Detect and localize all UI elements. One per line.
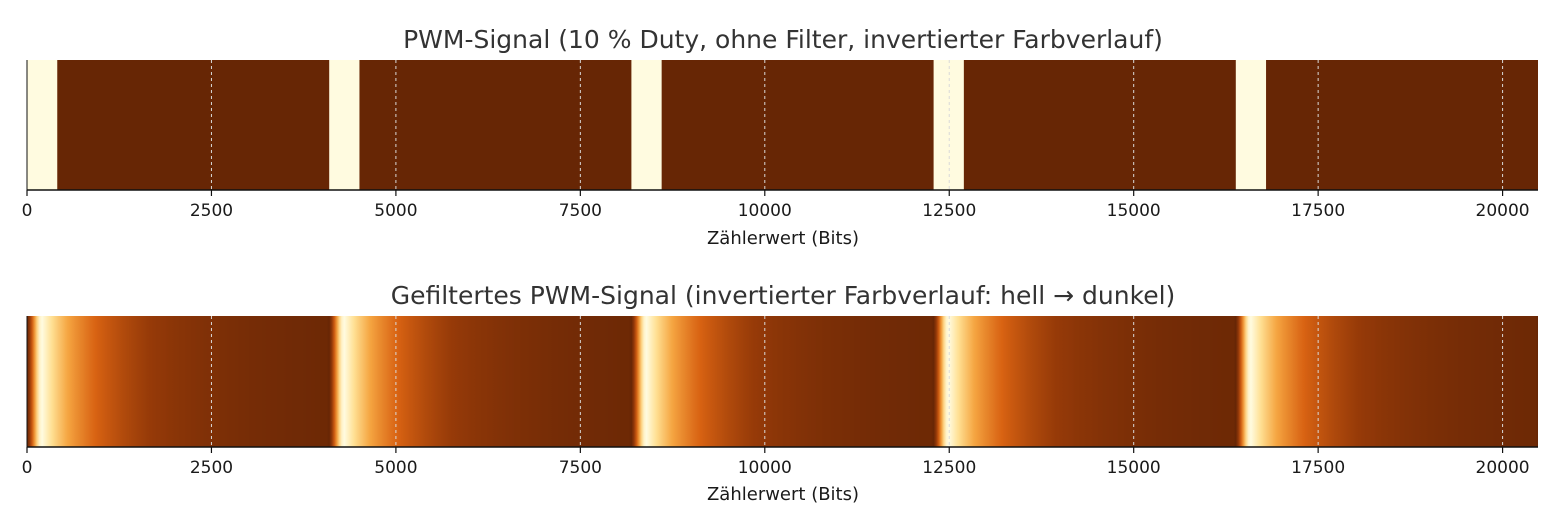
pwm-raw-grid [210,60,1504,190]
chart-title: Gefiltertes PWM-Signal (invertierter Far… [391,281,1176,310]
pulse-high-segment [933,60,964,190]
x-tick-label: 15000 [1107,201,1161,221]
x-tick-label: 15000 [1107,458,1161,478]
x-tick-label: 17500 [1291,201,1345,221]
x-axis-label: Zählerwert (Bits) [707,484,859,505]
filtered-signal-band [27,316,1538,447]
x-tick-label: 2500 [190,458,233,478]
x-tick-label: 7500 [559,201,602,221]
x-tick-label: 0 [22,458,33,478]
x-tick-label: 0 [22,201,33,221]
pwm-filtered-grid [210,316,1504,447]
x-tick-label: 20000 [1476,201,1530,221]
x-tick-label: 12500 [922,458,976,478]
pwm-filtered-panel: Gefiltertes PWM-Signal (invertierter Far… [22,281,1538,505]
pulse-high-segment [27,60,58,190]
x-tick-label: 5000 [374,458,417,478]
pwm-filtered-x-ticks: 0 2500 5000 7500 10000 12500 15000 17500 20000 [22,447,1530,478]
x-tick-label: 20000 [1476,458,1530,478]
x-tick-label: 7500 [559,458,602,478]
pwm-raw-panel: PWM-Signal (10 % Duty, ohne Filter, inve… [22,25,1538,249]
signal-low-region [27,60,1538,190]
x-axis-label: Zählerwert (Bits) [707,228,859,249]
x-tick-label: 2500 [190,201,233,221]
x-tick-label: 10000 [738,458,792,478]
x-tick-label: 12500 [922,201,976,221]
x-tick-label: 5000 [374,201,417,221]
pulse-high-segment [329,60,360,190]
pwm-raw-plot-area [26,60,1538,190]
pulse-high-segment [631,60,662,190]
pwm-filtered-plot-area [26,316,1538,447]
pulse-high-segment [1235,60,1267,190]
x-tick-label: 10000 [738,201,792,221]
x-tick-label: 17500 [1291,458,1345,478]
pwm-raw-x-ticks: 0 2500 5000 7500 10000 12500 15000 17500 20000 [22,190,1530,221]
chart-title: PWM-Signal (10 % Duty, ohne Filter, inve… [403,25,1163,54]
